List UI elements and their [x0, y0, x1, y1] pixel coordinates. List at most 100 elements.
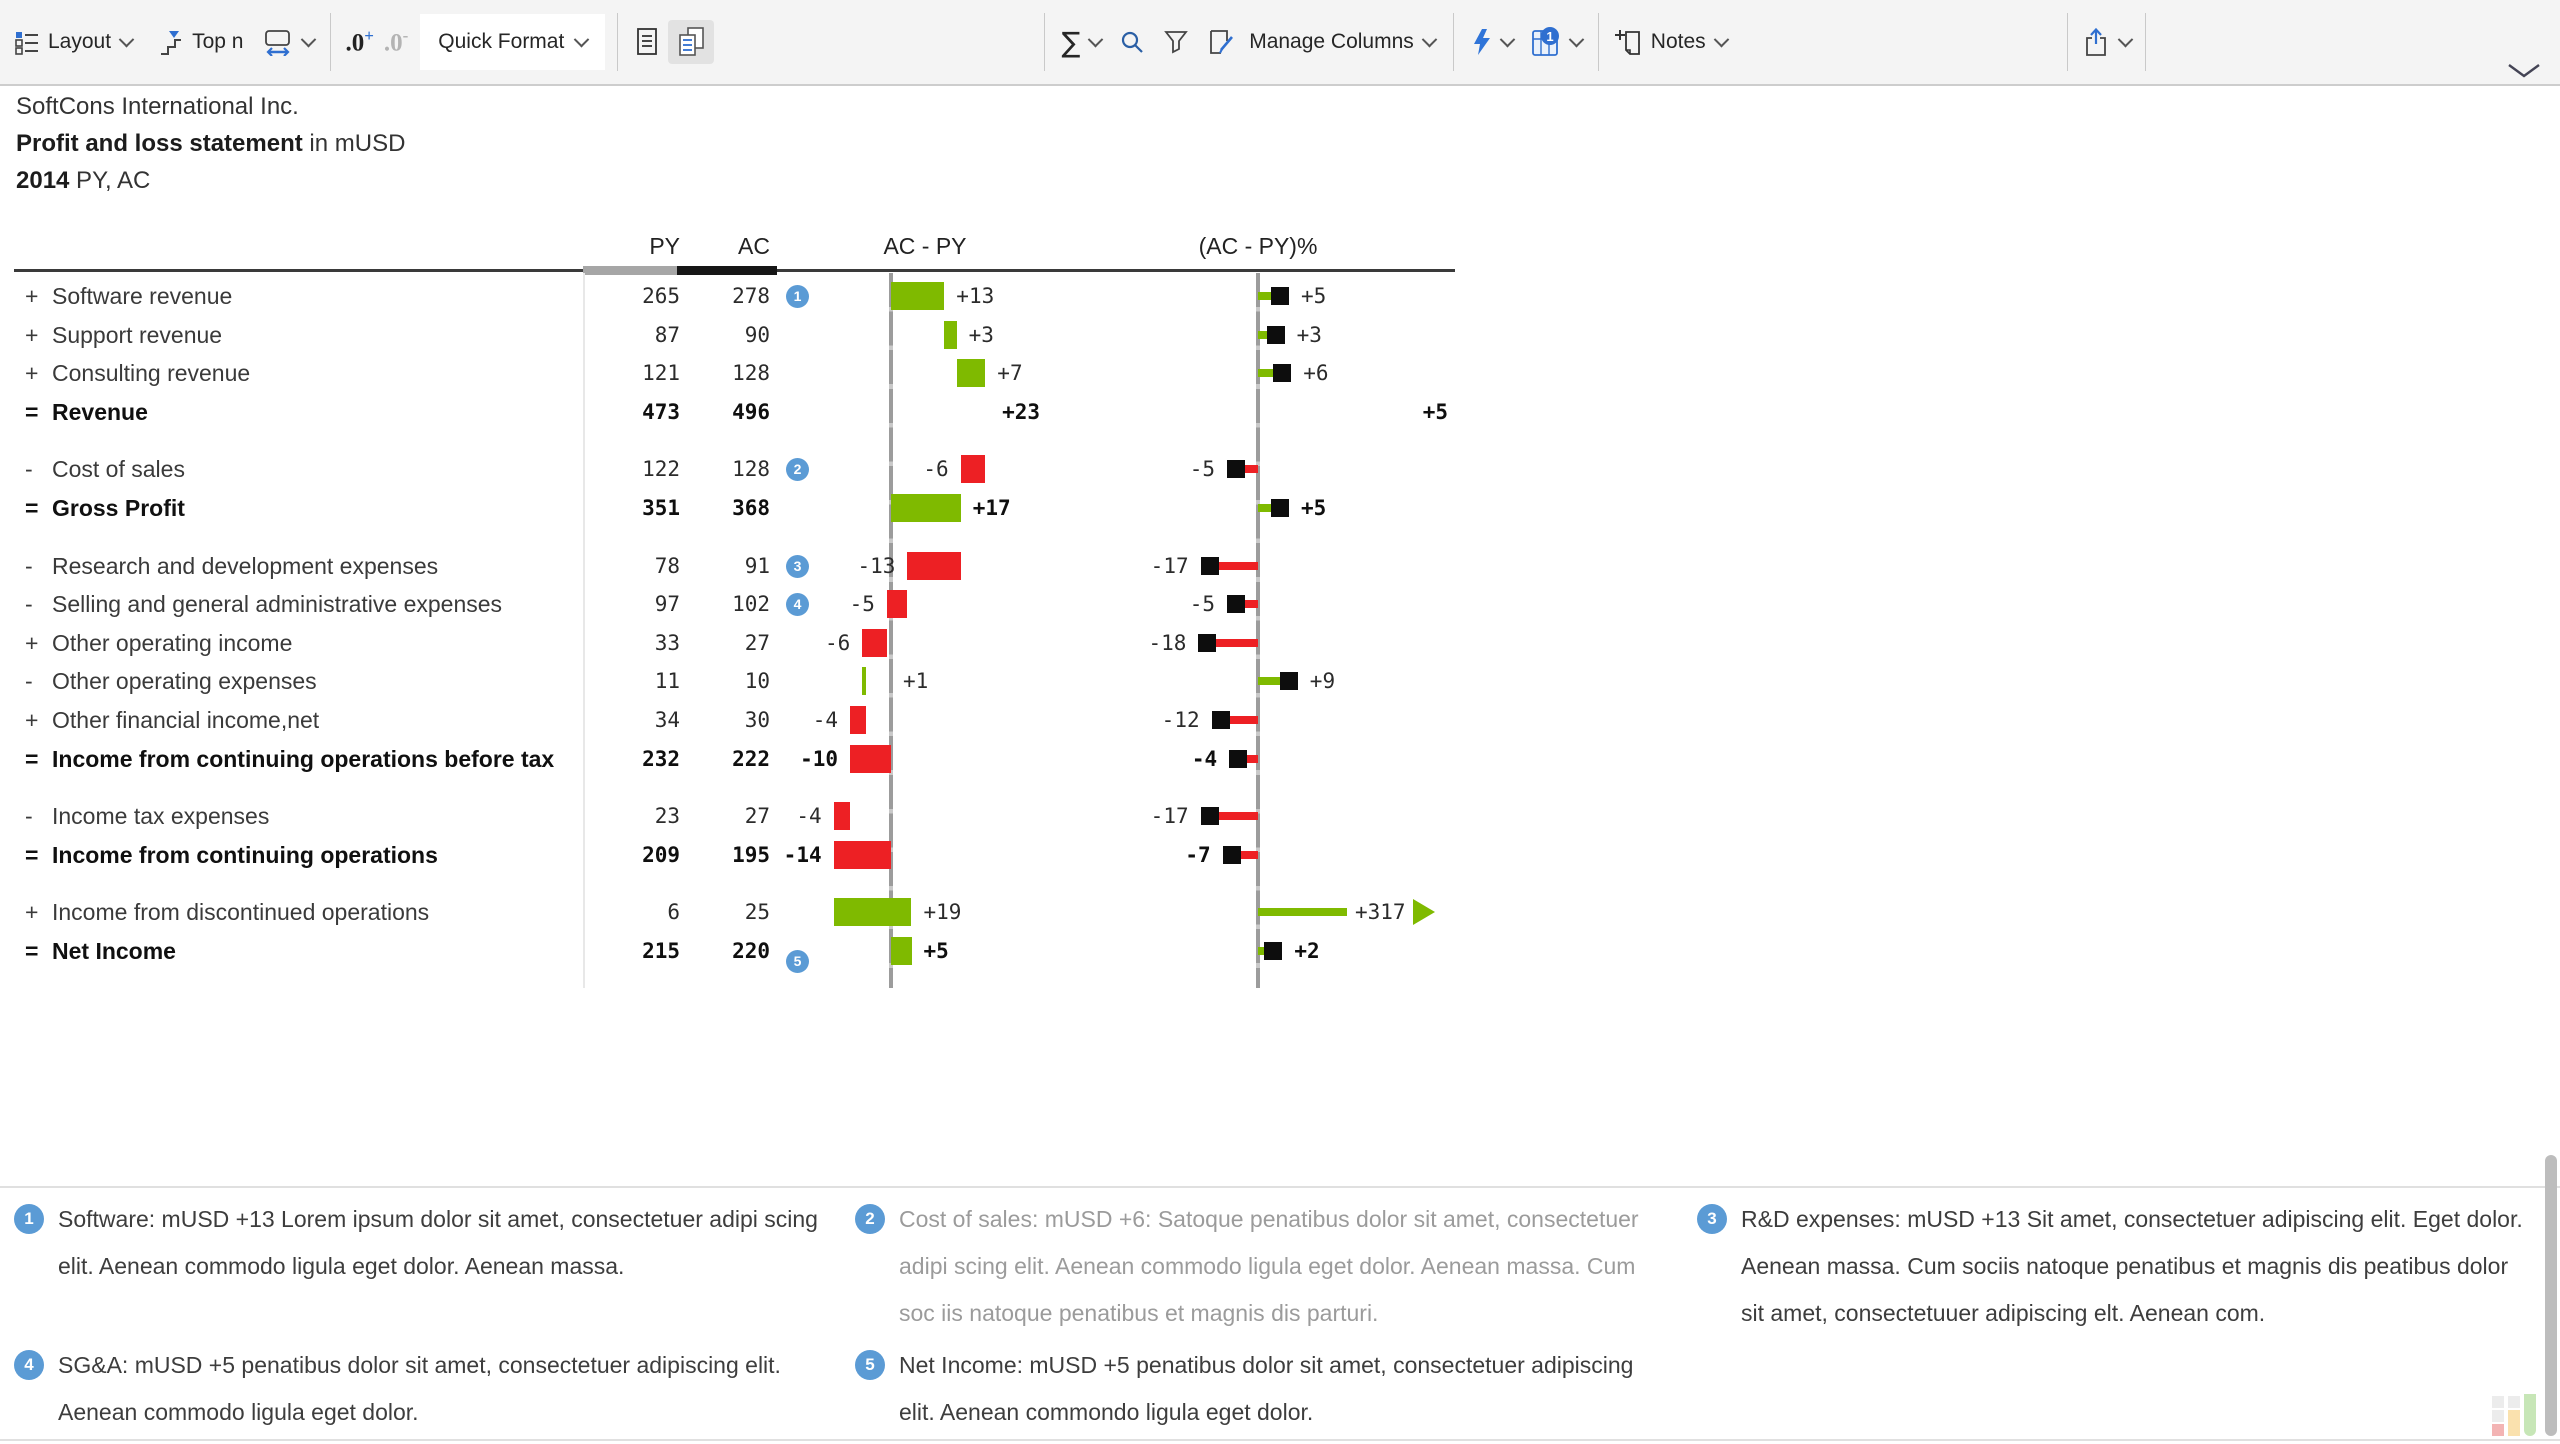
table-row[interactable]: + Software revenue 265 278 1 +13 +5 [0, 277, 2560, 316]
footnote-badge[interactable]: 4 [14, 1350, 44, 1380]
table-row[interactable]: + Other operating income 33 27 -6 -18 [0, 624, 2560, 663]
variance-pin[interactable] [1279, 672, 1298, 691]
quick-calc-button[interactable] [1470, 28, 1516, 56]
decrease-decimals-button[interactable]: .0- [384, 26, 408, 57]
variance-bar[interactable] [907, 551, 961, 580]
py-value: 6 [667, 900, 680, 925]
vertical-scrollbar[interactable] [2545, 1155, 2557, 1436]
note-badge[interactable]: 5 [786, 950, 809, 973]
decrease-decimals-icon: .0- [383, 26, 409, 57]
py-value: 97 [654, 592, 680, 617]
variance-pin[interactable] [1264, 942, 1283, 960]
aggregate-button[interactable]: ∑ [1061, 26, 1104, 59]
quick-format-button[interactable]: Quick Format [420, 14, 606, 70]
variance-bar[interactable] [944, 320, 957, 349]
table-row[interactable]: - Selling and general administrative expe… [0, 585, 2560, 624]
toolbar-divider [2144, 13, 2146, 71]
variance-pin[interactable] [1271, 287, 1289, 305]
notes-button[interactable]: Notes [1613, 27, 1729, 57]
footnote-badge[interactable]: 5 [855, 1350, 885, 1380]
table-row[interactable]: + Support revenue 87 90 +3 +3 [0, 316, 2560, 355]
top-n-label: Top n [192, 30, 244, 53]
row-label: Research and development expenses [52, 552, 439, 579]
footnote-badge[interactable]: 1 [14, 1204, 44, 1234]
variance-bar[interactable] [891, 282, 945, 310]
layout-button[interactable]: Layout [14, 29, 135, 55]
variance-bar[interactable] [891, 937, 912, 965]
note-badge[interactable]: 1 [786, 285, 809, 308]
footnote-badge[interactable]: 3 [1697, 1204, 1727, 1234]
table-row[interactable]: = Gross Profit 351 368 +17 +5 [0, 489, 2560, 528]
note-badge[interactable]: 3 [786, 554, 809, 578]
variance-pin[interactable] [1198, 633, 1217, 652]
table-row[interactable]: + Other financial income,net 34 30 -4 -12 [0, 701, 2560, 740]
footnote-badge[interactable]: 2 [855, 1204, 885, 1234]
ac-value: 220 [732, 939, 770, 963]
row-sign: = [25, 398, 39, 425]
edit-report-button[interactable] [1207, 28, 1235, 56]
column-header-py[interactable]: PY [649, 233, 680, 259]
py-value: 122 [642, 457, 680, 482]
manage-columns-button[interactable]: Manage Columns [1249, 30, 1438, 54]
row-sign: = [25, 938, 39, 964]
table-row[interactable]: + Consulting revenue 121 128 +7 +6 [0, 354, 2560, 393]
variance-pin[interactable] [1266, 325, 1285, 344]
variance-pin[interactable] [1227, 595, 1245, 614]
variance-bar[interactable] [960, 455, 986, 484]
table-row[interactable]: - Other operating expenses 11 10 +1 +9 [0, 662, 2560, 701]
table-row[interactable]: = Net Income 215 220 5 +5 +2 [0, 932, 2560, 973]
table-row[interactable]: - Cost of sales 122 128 2 -6 -5 [0, 450, 2560, 489]
table-row[interactable]: - Research and development expenses 78 91 3 -… [0, 547, 2560, 586]
note-badge[interactable]: 4 [786, 593, 809, 617]
table-row[interactable]: - Income tax expenses 23 27 -4 -17 [0, 797, 2560, 836]
table-row[interactable]: = Revenue 473 496 +23 +5 [0, 393, 2560, 432]
column-header-variance-pct[interactable]: (AC - PY)% [1198, 233, 1318, 259]
variance-pin[interactable] [1229, 749, 1248, 768]
variance-bar[interactable] [833, 898, 912, 927]
view-plain-button[interactable] [634, 27, 660, 57]
variance-pin[interactable] [1273, 364, 1292, 383]
table-row[interactable]: = Income from continuing operations 209 195… [0, 836, 2560, 875]
top-n-button[interactable]: Top n [158, 29, 243, 56]
note-badge[interactable]: 2 [786, 458, 809, 482]
variance-pin[interactable] [1200, 807, 1219, 826]
column-header-variance[interactable]: AC - PY [883, 233, 967, 259]
variance-bar[interactable] [833, 840, 891, 869]
collapse-ribbon-button[interactable] [2506, 62, 2542, 80]
pin-stub [1258, 504, 1280, 512]
table-row[interactable]: = Income from continuing operations befor… [0, 740, 2560, 779]
variance-pin[interactable] [1222, 845, 1241, 864]
scenario-table-button[interactable]: 1 [1531, 26, 1585, 58]
variance-bar[interactable] [891, 494, 961, 522]
pin-stub [1258, 292, 1280, 300]
variance-bar[interactable] [956, 359, 986, 388]
variance-pin[interactable] [1211, 711, 1230, 729]
view-with-notes-button[interactable] [668, 20, 715, 64]
variance-bar[interactable] [862, 628, 887, 657]
row-label: Other operating expenses [52, 668, 317, 695]
outlier-line[interactable] [1258, 908, 1347, 917]
variance-bar[interactable] [850, 706, 867, 734]
filter-button[interactable] [1163, 29, 1189, 55]
variance-pin[interactable] [1227, 460, 1245, 479]
table-row[interactable]: + Income from discontinued operations 6 25 +… [0, 893, 2560, 932]
report-subtitle: Profit and loss statement in mUSD [16, 130, 406, 157]
ac-value: 25 [744, 900, 770, 925]
variance-bar[interactable] [886, 590, 908, 619]
variance-pin[interactable] [1271, 499, 1289, 517]
variance-value: -6 [923, 457, 949, 482]
share-button[interactable] [2082, 27, 2133, 57]
column-header-ac[interactable]: AC [738, 233, 770, 259]
search-button[interactable] [1119, 29, 1145, 55]
variance-bar[interactable] [833, 802, 850, 831]
variance-bar[interactable] [862, 667, 867, 696]
increase-decimals-button[interactable]: .0+ [345, 26, 373, 57]
row-sign: = [25, 745, 39, 772]
variance-bar[interactable] [850, 744, 891, 773]
row-label: Gross Profit [52, 495, 185, 521]
column-width-button[interactable] [263, 29, 317, 56]
row-sign: + [25, 899, 39, 926]
variance-pin[interactable] [1200, 556, 1219, 575]
ribbon-toolbar: Layout Top n .0+ .0- Quick Format [0, 0, 2560, 86]
pin-stub [1209, 561, 1258, 570]
